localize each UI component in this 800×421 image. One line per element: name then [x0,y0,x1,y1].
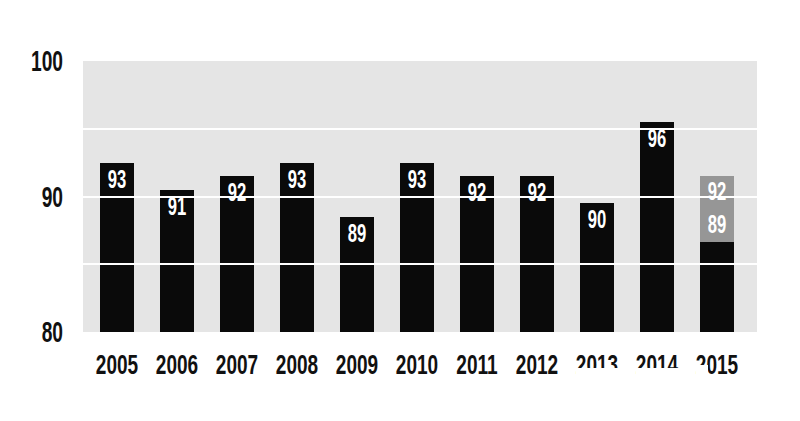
bar-value-label: 89 [346,223,368,243]
bar-2013: 90 [580,203,614,332]
bar-value-label: 93 [286,169,308,189]
bar-overlay-2015: 92 89 [700,176,734,242]
x-axis-tick-label-2008: 2008 [270,354,324,376]
x-axis-tick-label-2010: 2010 [390,354,444,376]
bar-2007: 92 [220,176,254,332]
gridline-95 [83,128,757,130]
x-axis-tick-label-2011: 2011 [450,354,504,376]
bar-value-label: 92 [466,182,488,202]
bar-value-label: 91 [166,196,188,216]
y-axis-tick-label-100: 100 [25,50,63,72]
bar-overlay-value-label: 92 [706,181,728,201]
bar-chart: 100 90 80 93 91 92 93 89 93 92 92 90 96 92 89 2005 2… [0,0,800,421]
bar-2011: 92 [460,176,494,332]
bar-2006: 91 [160,190,194,332]
bar-2012: 92 [520,176,554,332]
y-axis-tick-label-80: 80 [25,321,63,343]
bar-value-label: 92 [226,182,248,202]
compression-artifact [696,365,708,375]
bar-2008: 93 [280,163,314,332]
bar-value-label: 89 [706,214,728,234]
bar-value-label: 92 [526,182,548,202]
bar-value-label: 93 [406,169,428,189]
bar-2005: 93 [100,163,134,332]
y-axis-tick-label-90: 90 [25,186,63,208]
compression-artifact [576,368,620,375]
compression-artifact [636,368,682,375]
bar-value-label: 93 [106,169,128,189]
bar-2010: 93 [400,163,434,332]
bar-2009: 89 [340,217,374,332]
x-axis-tick-label-2005: 2005 [90,354,144,376]
x-axis-tick-label-2006: 2006 [150,354,204,376]
gridline-90 [83,196,757,198]
bar-value-label: 96 [646,128,668,148]
x-axis-tick-label-2012: 2012 [510,354,564,376]
x-axis-tick-label-2009: 2009 [330,354,384,376]
bar-2014: 96 [640,122,674,332]
gridline-85 [83,263,757,265]
x-axis-tick-label-2007: 2007 [210,354,264,376]
bar-value-label: 90 [586,209,608,229]
